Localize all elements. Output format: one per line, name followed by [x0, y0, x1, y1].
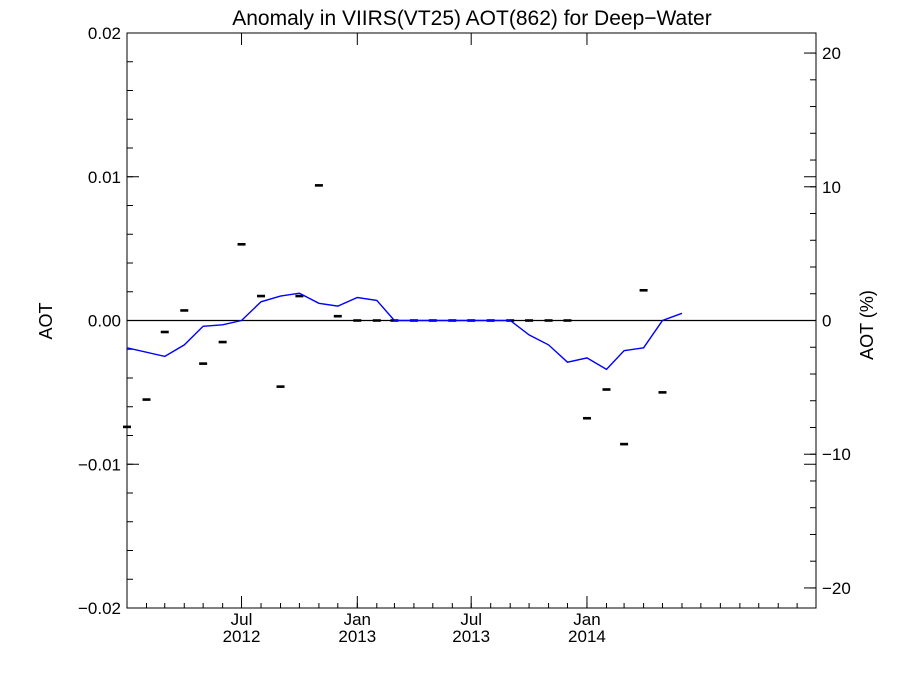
- x-tick-month-label: Jul: [460, 610, 482, 629]
- y2-tick-label: −10: [822, 445, 851, 464]
- plot-area: −0.02−0.010.000.010.02−20−1001020Jul2012…: [78, 24, 851, 646]
- y-tick-label: 0.00: [88, 312, 121, 331]
- y2-tick-label: 0: [822, 312, 831, 331]
- x-tick-month-label: Jan: [573, 610, 600, 629]
- anomaly-trend-line: [126, 292, 683, 371]
- y2-tick-label: 20: [822, 44, 841, 63]
- x-tick-year-label: 2014: [568, 627, 606, 646]
- y-tick-label: 0.02: [88, 24, 121, 43]
- y2-axis-label: AOT (%): [857, 290, 877, 360]
- y-tick-label: −0.02: [78, 599, 121, 618]
- x-tick-year-label: 2013: [338, 627, 376, 646]
- x-tick-month-label: Jan: [344, 610, 371, 629]
- x-tick-year-label: 2012: [223, 627, 261, 646]
- x-tick-month-label: Jul: [231, 610, 253, 629]
- y-axis-label: AOT: [36, 302, 56, 339]
- y2-tick-label: −20: [822, 579, 851, 598]
- y-tick-label: 0.01: [88, 168, 121, 187]
- chart-title: Anomaly in VIIRS(VT25) AOT(862) for Deep…: [232, 7, 711, 30]
- x-tick-year-label: 2013: [452, 627, 490, 646]
- y-tick-label: −0.01: [78, 455, 121, 474]
- y2-tick-label: 10: [822, 178, 841, 197]
